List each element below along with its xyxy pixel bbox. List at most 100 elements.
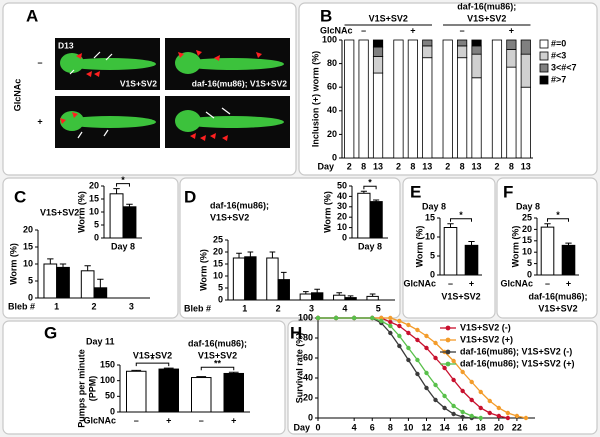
- data-point: [460, 414, 465, 420]
- data-point: [424, 333, 429, 339]
- treatment: +: [410, 25, 415, 35]
- data-point: [442, 393, 447, 399]
- x-tick-label: 13: [422, 161, 432, 171]
- data-point: [424, 385, 429, 391]
- group-label: daf-16(mu86);: [188, 338, 247, 348]
- y-tick-label: 20: [337, 212, 347, 222]
- x-tick-label: 16: [458, 422, 468, 432]
- bar-segment: [506, 49, 517, 68]
- y-tick-label: 0: [218, 294, 223, 304]
- error-bar: [369, 293, 376, 297]
- x-tick-label: 8: [460, 161, 465, 171]
- significance-label: **: [214, 359, 222, 369]
- error-bar: [59, 263, 67, 268]
- legend-label: daf-16(mu86); V1S+SV2 (+): [460, 358, 575, 368]
- x-tick-label: Day 8: [358, 241, 382, 251]
- bar: [56, 266, 70, 299]
- panel-label: C: [14, 187, 26, 206]
- legend-label: #<3: [551, 50, 566, 60]
- bar-segment: [471, 39, 482, 47]
- significance-label: *: [556, 210, 560, 220]
- row-label: +: [37, 116, 42, 126]
- x-tick-label: 5: [376, 303, 381, 313]
- legend-label: #>7: [551, 74, 566, 84]
- caption: daf-16(mu86); V1S+SV2: [192, 78, 287, 88]
- bar-segment: [457, 39, 468, 47]
- y-tick-label: 10: [213, 270, 223, 280]
- treatment: +: [509, 25, 514, 35]
- bar: [344, 297, 357, 301]
- x-tick-label: 12: [421, 422, 431, 432]
- y-tick-label: 30: [337, 201, 347, 211]
- significance-bracket: [547, 218, 569, 222]
- x-axis-label: GlcNAc: [403, 278, 436, 288]
- x-tick-label: 2: [91, 301, 96, 311]
- data-point: [351, 315, 357, 321]
- bar: [464, 244, 479, 276]
- bar: [357, 192, 371, 239]
- y-tick-label: 20: [522, 224, 532, 234]
- data-point: [451, 377, 456, 383]
- series-line: [318, 317, 481, 419]
- bar: [333, 294, 346, 301]
- data-point: [505, 415, 511, 421]
- x-axis-label: GlcNAc: [500, 278, 533, 288]
- data-point: [469, 397, 474, 403]
- chart-title: Day 8: [422, 201, 446, 211]
- bar: [366, 295, 379, 301]
- chart-title: daf-16(mu86);: [210, 200, 269, 210]
- bar-segment: [372, 46, 384, 57]
- x-tick-label: +: [469, 278, 474, 288]
- y-axis-label: Worm (%): [76, 191, 86, 233]
- data-point: [460, 369, 465, 375]
- group-label: V1S+SV2: [467, 13, 506, 23]
- y-axis-label: Worm (%): [414, 226, 424, 268]
- chart-title: Day 11: [86, 336, 115, 346]
- x-tick-label: Day 8: [111, 241, 135, 251]
- y-axis-label: Pumps per minute: [76, 349, 86, 428]
- error-bar: [131, 369, 142, 372]
- bar: [43, 263, 58, 299]
- data-point: [478, 405, 483, 411]
- y-tick-label: 10: [89, 206, 99, 216]
- y-tick-label: 20: [303, 392, 313, 402]
- y-tick-label: 40: [337, 191, 347, 201]
- y-tick-label: 10: [522, 247, 532, 257]
- x-tick-label: 2: [276, 303, 281, 313]
- chart-title: Day 8: [516, 201, 540, 211]
- y-tick-label: 20: [213, 246, 223, 256]
- y-tick-label: 80: [327, 58, 337, 68]
- x-tick-label: 0: [315, 422, 320, 432]
- y-tick-label: 60: [327, 82, 337, 92]
- bar-segment: [442, 39, 453, 159]
- y-axis-label: Worm (%): [8, 243, 18, 285]
- y-tick-label: 60: [303, 352, 313, 362]
- data-point: [478, 389, 483, 395]
- y-tick-label: 0: [527, 269, 532, 279]
- bar-segment: [358, 39, 369, 159]
- error-bar: [196, 376, 207, 378]
- treatment: –: [460, 25, 465, 35]
- y-tick-label: 0: [110, 406, 115, 416]
- data-point: [451, 403, 456, 409]
- data-point: [406, 322, 411, 328]
- error-bar: [236, 252, 242, 258]
- error-bar: [468, 241, 475, 246]
- data-point: [496, 413, 502, 419]
- group-label: V1S+SV2: [538, 303, 577, 313]
- x-tick-label: –: [448, 278, 453, 288]
- x-tick-label: 3: [309, 303, 314, 313]
- significance-bracket: [200, 366, 235, 371]
- data-point: [460, 388, 465, 394]
- panel-frame: [287, 320, 598, 435]
- bar-segment: [407, 39, 418, 159]
- data-point: [415, 371, 420, 377]
- data-point: [388, 330, 393, 336]
- data-point: [379, 318, 384, 324]
- data-point: [442, 405, 447, 411]
- x-tick-label: 20: [494, 422, 504, 432]
- bar: [232, 257, 246, 301]
- data-point: [406, 330, 411, 336]
- error-bar: [47, 258, 54, 264]
- bar-segment: [372, 56, 384, 74]
